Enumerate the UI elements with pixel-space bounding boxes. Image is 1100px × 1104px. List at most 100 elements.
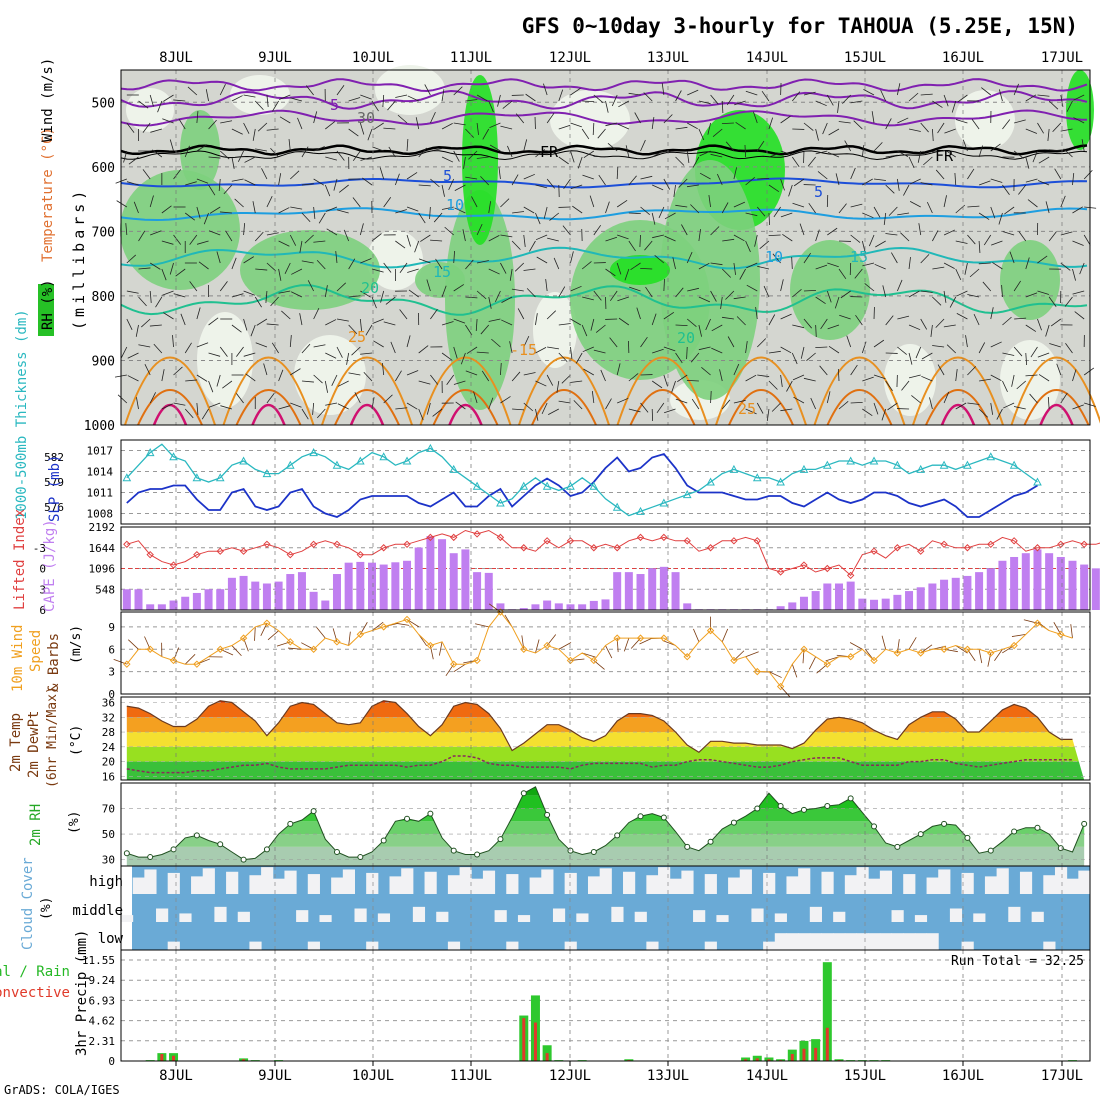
cape-bar bbox=[216, 589, 224, 610]
surface-wind-barb bbox=[559, 642, 571, 649]
cloud-middle-row bbox=[132, 894, 1090, 922]
cloud-cell bbox=[763, 942, 775, 950]
cape-bar bbox=[205, 589, 213, 610]
cloud-cell bbox=[903, 874, 915, 894]
cape-tick-label: 1644 bbox=[89, 542, 116, 555]
cloud-cell bbox=[273, 879, 285, 894]
rh-marker bbox=[451, 848, 456, 853]
cloud-cell bbox=[705, 942, 717, 950]
cloud-cell bbox=[728, 878, 740, 894]
pressure-tick-label: 700 bbox=[92, 225, 115, 240]
cape-bar bbox=[286, 574, 294, 610]
cape-bar bbox=[1092, 568, 1100, 610]
cloud-cell bbox=[506, 874, 518, 894]
cloud-cell bbox=[471, 879, 483, 894]
rh-marker bbox=[731, 820, 736, 825]
cloud-cell bbox=[518, 915, 530, 922]
top-date-label: 8JUL bbox=[159, 50, 193, 66]
cloud-cell bbox=[1043, 875, 1055, 894]
cape-bar bbox=[590, 601, 598, 610]
cloud-low-label: low bbox=[98, 931, 124, 947]
lifted-index-axis-label: Lifted Index bbox=[12, 509, 28, 610]
precip-total-label: Total / Rain bbox=[0, 964, 70, 980]
contour-label: -15 bbox=[510, 341, 537, 359]
cloud-cell bbox=[646, 875, 658, 894]
cape-bar bbox=[998, 561, 1006, 610]
cloud-cell bbox=[985, 876, 997, 894]
cloud-cell bbox=[1067, 879, 1079, 894]
temp-tick-label: 36 bbox=[102, 697, 115, 710]
cloud-cell bbox=[530, 878, 542, 894]
moist-patch bbox=[240, 230, 380, 310]
cloud-cell bbox=[168, 873, 180, 894]
temp-band bbox=[121, 697, 1090, 703]
cape-tick-label: 2192 bbox=[89, 521, 116, 534]
cloud-cell bbox=[857, 867, 869, 894]
cloud-cell bbox=[681, 871, 693, 894]
cloud-cell bbox=[927, 933, 939, 950]
rh-marker bbox=[521, 791, 526, 796]
temp-tick-label: 28 bbox=[102, 726, 115, 739]
cloud-cover-axis-label: Cloud Cover bbox=[20, 857, 36, 950]
rh-marker bbox=[288, 821, 293, 826]
moist-patch bbox=[610, 255, 670, 285]
cloud-cell bbox=[191, 876, 203, 894]
contour-label: 5 bbox=[814, 183, 823, 201]
surface-wind-barb bbox=[185, 654, 195, 664]
cloud-cell bbox=[611, 907, 623, 922]
wind10m-axis-label: 10m Wind bbox=[10, 625, 26, 692]
cloud-cell bbox=[810, 907, 822, 922]
cloud-cell bbox=[296, 910, 308, 922]
rh-marker bbox=[965, 835, 970, 840]
precip-tick-label: 2.31 bbox=[89, 1035, 116, 1048]
cloud-cell bbox=[448, 875, 460, 894]
cape-bar bbox=[648, 568, 656, 610]
rh-marker bbox=[918, 832, 923, 837]
cape-bar bbox=[940, 580, 948, 610]
cape-tick-label: 1096 bbox=[89, 563, 116, 576]
cape-bar bbox=[566, 604, 574, 610]
cape-bar bbox=[298, 572, 306, 610]
temperature-axis-label: Temperature (°C) bbox=[40, 127, 56, 262]
rh-marker bbox=[942, 821, 947, 826]
surface-wind-barb bbox=[640, 638, 653, 644]
cape-bar bbox=[987, 568, 995, 610]
bottom-date-label: 8JUL bbox=[159, 1068, 193, 1084]
cloud-cell bbox=[343, 869, 355, 894]
cloud-cell bbox=[810, 933, 822, 950]
bottom-date-label: 9JUL bbox=[258, 1068, 292, 1084]
rh-marker bbox=[124, 851, 129, 856]
rh-marker bbox=[264, 847, 269, 852]
panel1-labels: RH (%) Temperature (°C) Wind (m/s) (mill… bbox=[38, 58, 88, 336]
cloud-cell bbox=[868, 879, 880, 894]
precip-tick-label: 4.62 bbox=[89, 1015, 116, 1028]
cape-axis-label: CAPE (J/kg) bbox=[42, 519, 58, 612]
cape-bar bbox=[543, 601, 551, 610]
surface-wind-barb bbox=[316, 627, 325, 638]
surface-wind-barb bbox=[395, 623, 409, 625]
precip-axis-label: 3hr Precip (mm) bbox=[74, 930, 90, 1056]
wind-unit-label: (m/s) bbox=[69, 625, 84, 664]
cloud-middle-label: middle bbox=[72, 903, 123, 919]
rh-tick-label: 70 bbox=[102, 803, 115, 816]
cape-bar bbox=[777, 606, 785, 610]
contour-label: 25 bbox=[738, 400, 756, 418]
rh-marker bbox=[311, 809, 316, 814]
cloud-cell bbox=[600, 868, 612, 894]
cape-bar bbox=[893, 595, 901, 610]
cape-bar bbox=[578, 604, 586, 610]
rh-band bbox=[121, 809, 1090, 822]
top-date-label: 16JUL bbox=[942, 50, 984, 66]
rh-marker bbox=[988, 848, 993, 853]
cloud-cell bbox=[880, 933, 892, 950]
cape-bar bbox=[800, 597, 808, 610]
cloud-cell bbox=[460, 867, 472, 894]
contour-label: 25 bbox=[348, 328, 366, 346]
cloud-cell bbox=[950, 908, 962, 922]
cape-bar bbox=[181, 597, 189, 610]
cloud-cell bbox=[214, 907, 226, 922]
precip-convective-bar bbox=[534, 1023, 537, 1061]
surface-wind-barb bbox=[255, 627, 256, 641]
wind-tick-label: 6 bbox=[108, 643, 115, 656]
cape-bar bbox=[660, 567, 668, 610]
